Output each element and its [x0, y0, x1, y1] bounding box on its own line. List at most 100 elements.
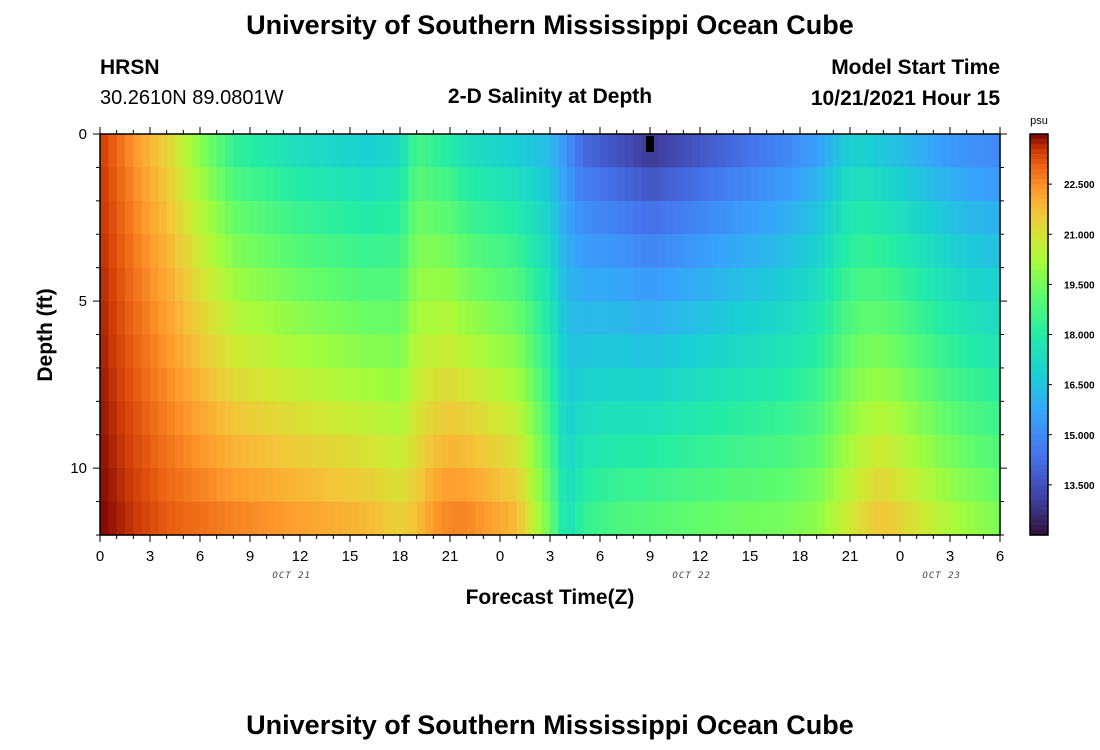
heat-cell — [883, 167, 893, 202]
heat-cell — [875, 334, 884, 369]
heat-cell — [500, 134, 509, 169]
heat-cell — [608, 301, 618, 336]
heat-cell — [750, 401, 759, 436]
colorbar-segment — [1030, 349, 1048, 356]
heat-cell — [333, 434, 343, 469]
colorbar-segment — [1030, 474, 1048, 481]
heat-cell — [975, 167, 984, 202]
heat-cell — [166, 401, 176, 436]
heat-cell — [283, 434, 293, 469]
heat-cell — [925, 267, 934, 302]
heat-cell — [716, 267, 726, 302]
heat-cell — [875, 134, 884, 169]
heat-cell — [416, 468, 426, 503]
heat-cell — [791, 401, 801, 436]
heat-cell — [291, 301, 301, 336]
heat-cell — [216, 401, 226, 436]
heat-cell — [508, 468, 518, 503]
heat-cell — [425, 267, 434, 302]
heat-cell — [616, 401, 626, 436]
heat-cell — [325, 468, 334, 503]
heat-cell — [758, 434, 768, 469]
heat-cell — [225, 234, 234, 269]
heat-cell — [608, 234, 618, 269]
heat-cell — [991, 134, 1001, 169]
heat-cell — [775, 501, 784, 536]
heat-cell — [633, 501, 643, 536]
colorbar-segment — [1030, 134, 1048, 140]
heat-cell — [541, 367, 551, 402]
heat-cell — [566, 468, 576, 503]
heat-cell — [483, 367, 493, 402]
heat-cell — [975, 401, 984, 436]
heat-cell — [841, 334, 851, 369]
heat-cell — [158, 167, 168, 202]
heat-cell — [216, 367, 226, 402]
heat-cell — [558, 234, 568, 269]
heat-cell — [225, 267, 234, 302]
heat-cell — [441, 234, 451, 269]
heat-cell — [375, 167, 384, 202]
heat-cell — [258, 334, 268, 369]
heat-cell — [541, 468, 551, 503]
heat-cell — [358, 468, 368, 503]
heat-cell — [808, 434, 818, 469]
heat-cell — [733, 334, 743, 369]
heat-cell — [550, 434, 559, 469]
colorbar-segment — [1030, 494, 1048, 501]
heat-cell — [833, 334, 843, 369]
heat-cell — [766, 200, 776, 235]
heat-cell — [316, 167, 326, 202]
heat-cell — [600, 501, 609, 536]
heat-cell — [733, 167, 743, 202]
heat-cell — [858, 301, 868, 336]
heat-cell — [100, 434, 109, 469]
heat-cell — [258, 167, 268, 202]
heat-cell — [525, 134, 534, 169]
heat-cell — [466, 434, 476, 469]
heat-cell — [908, 334, 918, 369]
heat-cell — [600, 267, 609, 302]
heat-cell — [200, 434, 209, 469]
heat-cell — [983, 468, 993, 503]
heat-cell — [233, 267, 243, 302]
heat-cell — [208, 434, 218, 469]
heat-cell — [208, 234, 218, 269]
heat-cell — [908, 134, 918, 169]
heat-cell — [275, 301, 284, 336]
heat-cell — [366, 301, 376, 336]
heat-cell — [283, 468, 293, 503]
heat-cell — [775, 267, 784, 302]
heat-cell — [608, 334, 618, 369]
heat-cell — [366, 501, 376, 536]
heat-cell — [716, 200, 726, 235]
heat-cell — [650, 134, 659, 169]
heat-cell — [983, 367, 993, 402]
heat-cell — [191, 134, 201, 169]
heat-cell — [533, 468, 543, 503]
heat-cell — [358, 367, 368, 402]
heat-cell — [575, 401, 584, 436]
heat-cell — [666, 267, 676, 302]
heat-cell — [991, 334, 1001, 369]
heat-cell — [733, 134, 743, 169]
y-axis-title: Depth (ft) — [34, 288, 57, 381]
heat-cell — [583, 267, 593, 302]
x-tick-label: 3 — [946, 548, 954, 565]
heat-cell — [358, 301, 368, 336]
heat-cell — [266, 367, 276, 402]
heat-cell — [633, 267, 643, 302]
heat-cell — [958, 167, 968, 202]
heat-cell — [166, 367, 176, 402]
heat-cell — [391, 501, 401, 536]
heat-cell — [408, 134, 418, 169]
heat-cell — [333, 334, 343, 369]
heat-cell — [350, 267, 359, 302]
colorbar-tick-label: 13.500 — [1064, 481, 1095, 492]
heat-cell — [991, 401, 1001, 436]
heat-cell — [108, 234, 118, 269]
heat-cell — [866, 134, 876, 169]
heat-cell — [233, 200, 243, 235]
heat-cell — [308, 401, 318, 436]
